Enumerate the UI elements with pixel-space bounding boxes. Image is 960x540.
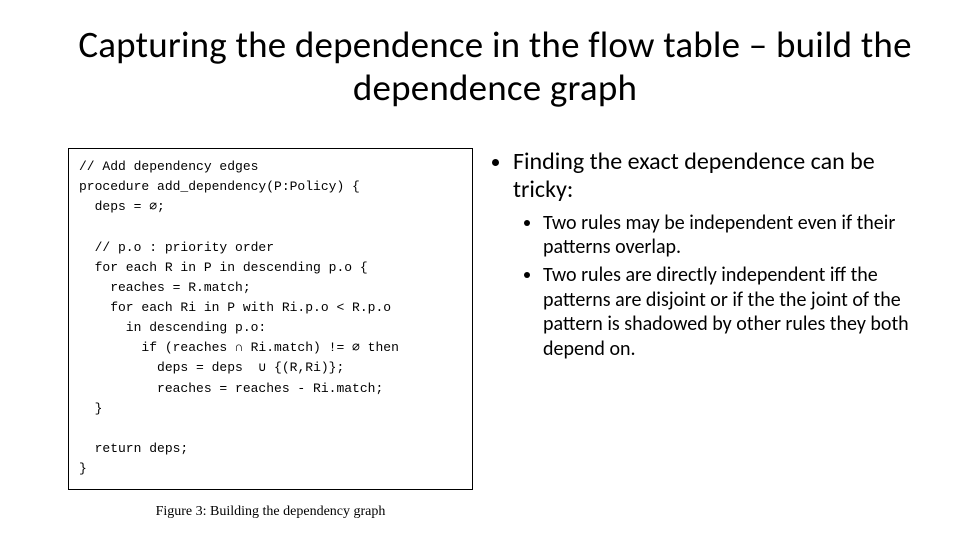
- code-line: for each Ri in P with Ri.p.o < R.p.o: [79, 300, 391, 315]
- code-line: procedure add_dependency(P:Policy) {: [79, 179, 360, 194]
- code-line: reaches = reaches - Ri.match;: [79, 381, 383, 396]
- code-line: }: [79, 401, 102, 416]
- bullet-main: Finding the exact dependence can be tric…: [513, 148, 920, 361]
- slide-title: Capturing the dependence in the flow tab…: [70, 24, 920, 109]
- figure-column: // Add dependency edges procedure add_de…: [68, 148, 473, 520]
- code-line: for each R in P in descending p.o {: [79, 260, 368, 275]
- sub-bullet: Two rules may be independent even if the…: [543, 211, 920, 260]
- code-line: }: [79, 461, 87, 476]
- text-column: Finding the exact dependence can be tric…: [473, 148, 920, 520]
- figure-caption: Figure 3: Building the dependency graph: [68, 504, 473, 520]
- code-line: reaches = R.match;: [79, 280, 251, 295]
- slide: Capturing the dependence in the flow tab…: [0, 0, 960, 540]
- sub-bullet-list: Two rules may be independent even if the…: [513, 211, 920, 361]
- code-line: // p.o : priority order: [79, 240, 274, 255]
- code-line: deps = ∅;: [79, 199, 165, 214]
- code-line: in descending p.o:: [79, 320, 266, 335]
- code-line: deps = deps ∪ {(R,Ri)};: [79, 360, 344, 375]
- code-line: if (reaches ∩ Ri.match) != ∅ then: [79, 340, 399, 355]
- code-line: return deps;: [79, 441, 188, 456]
- bullet-list: Finding the exact dependence can be tric…: [491, 148, 920, 361]
- content-area: // Add dependency edges procedure add_de…: [68, 148, 920, 520]
- code-line: // Add dependency edges: [79, 159, 258, 174]
- sub-bullet: Two rules are directly independent iff t…: [543, 263, 920, 361]
- bullet-main-text: Finding the exact dependence can be tric…: [513, 147, 875, 204]
- pseudocode-box: // Add dependency edges procedure add_de…: [68, 148, 473, 490]
